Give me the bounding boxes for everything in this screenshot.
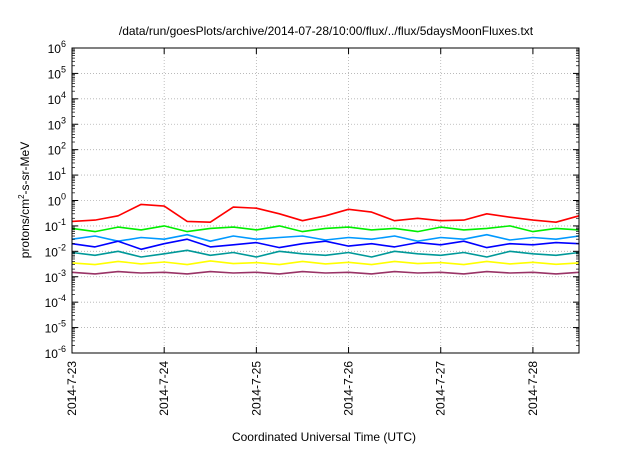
y-tick-label-base: 10 — [45, 271, 59, 285]
y-tick-label-base: 10 — [45, 322, 59, 336]
x-tick-label: 2014-7-25 — [249, 361, 263, 416]
y-tick-label: 103 — [48, 115, 66, 132]
y-tick-label-sup: 4 — [61, 90, 66, 100]
y-axis-label-sup: 2 — [17, 194, 26, 199]
y-tick-label: 10-2 — [45, 242, 66, 259]
chart-title: /data/run/goesPlots/archive/2014-07-28/1… — [119, 24, 534, 38]
y-tick-label-sup: 0 — [61, 192, 66, 202]
y-tick-label-base: 10 — [48, 169, 62, 183]
y-tick-label: 10-3 — [45, 268, 66, 285]
y-tick-label-sup: 3 — [61, 115, 66, 125]
y-tick-label: 100 — [48, 192, 66, 209]
y-axis-label: protons/cm2-s-sr-MeV — [17, 142, 32, 258]
x-axis-label: Coordinated Universal Time (UTC) — [232, 430, 416, 444]
x-tick-label: 2014-7-24 — [157, 361, 171, 416]
y-tick-label-base: 10 — [48, 144, 62, 158]
series-layer — [71, 203, 580, 275]
y-tick-label-base: 10 — [48, 67, 62, 81]
y-tick-label-base: 10 — [48, 42, 62, 56]
y-tick-label: 10-1 — [45, 217, 66, 234]
y-tick-label-sup: -5 — [58, 319, 66, 329]
plot-frame — [71, 47, 580, 354]
y-tick-label: 10-4 — [45, 293, 66, 310]
y-tick-label: 102 — [48, 141, 66, 158]
series-line-0 — [71, 203, 580, 223]
series-line-5 — [71, 260, 580, 266]
series-line-2 — [71, 233, 580, 242]
y-tick-label-sup: -6 — [58, 344, 66, 354]
series-line-3 — [71, 238, 580, 251]
series-line-1 — [71, 225, 580, 233]
x-tick-label: 2014-7-27 — [434, 361, 448, 416]
y-tick-label: 10-6 — [45, 344, 66, 361]
y-tick-label-base: 10 — [48, 195, 62, 209]
y-tick-label: 104 — [48, 90, 66, 107]
y-axis-label-base: protons/cm — [18, 199, 32, 258]
y-tick-label-sup: 2 — [61, 141, 66, 151]
y-tick-label-base: 10 — [45, 296, 59, 310]
y-tick-label: 106 — [48, 39, 66, 56]
y-tick-label-base: 10 — [45, 245, 59, 259]
y-tick-label-base: 10 — [48, 118, 62, 132]
y-tick-label-sup: 6 — [61, 39, 66, 49]
y-tick-label-sup: -3 — [58, 268, 66, 278]
y-tick-label-base: 10 — [45, 347, 59, 361]
y-tick-label-base: 10 — [48, 93, 62, 107]
y-tick-label-sup: -1 — [58, 217, 66, 227]
y-tick-label: 10-5 — [45, 319, 66, 336]
y-tick-label-sup: -4 — [58, 293, 66, 303]
y-tick-label: 105 — [48, 64, 66, 81]
series-line-6 — [71, 270, 580, 275]
y-axis-label-rest: -s-sr-MeV — [18, 142, 32, 195]
series-line-4 — [71, 249, 580, 258]
x-tick-label: 2014-7-23 — [65, 361, 79, 416]
y-tick-label: 101 — [48, 166, 66, 183]
y-tick-label-sup: 5 — [61, 64, 66, 74]
x-tick-label: 2014-7-26 — [342, 361, 356, 416]
y-tick-label-sup: 1 — [61, 166, 66, 176]
y-tick-label-sup: -2 — [58, 242, 66, 252]
x-tick-label: 2014-7-28 — [526, 361, 540, 416]
y-tick-label-base: 10 — [45, 220, 59, 234]
grid-layer — [72, 48, 579, 353]
